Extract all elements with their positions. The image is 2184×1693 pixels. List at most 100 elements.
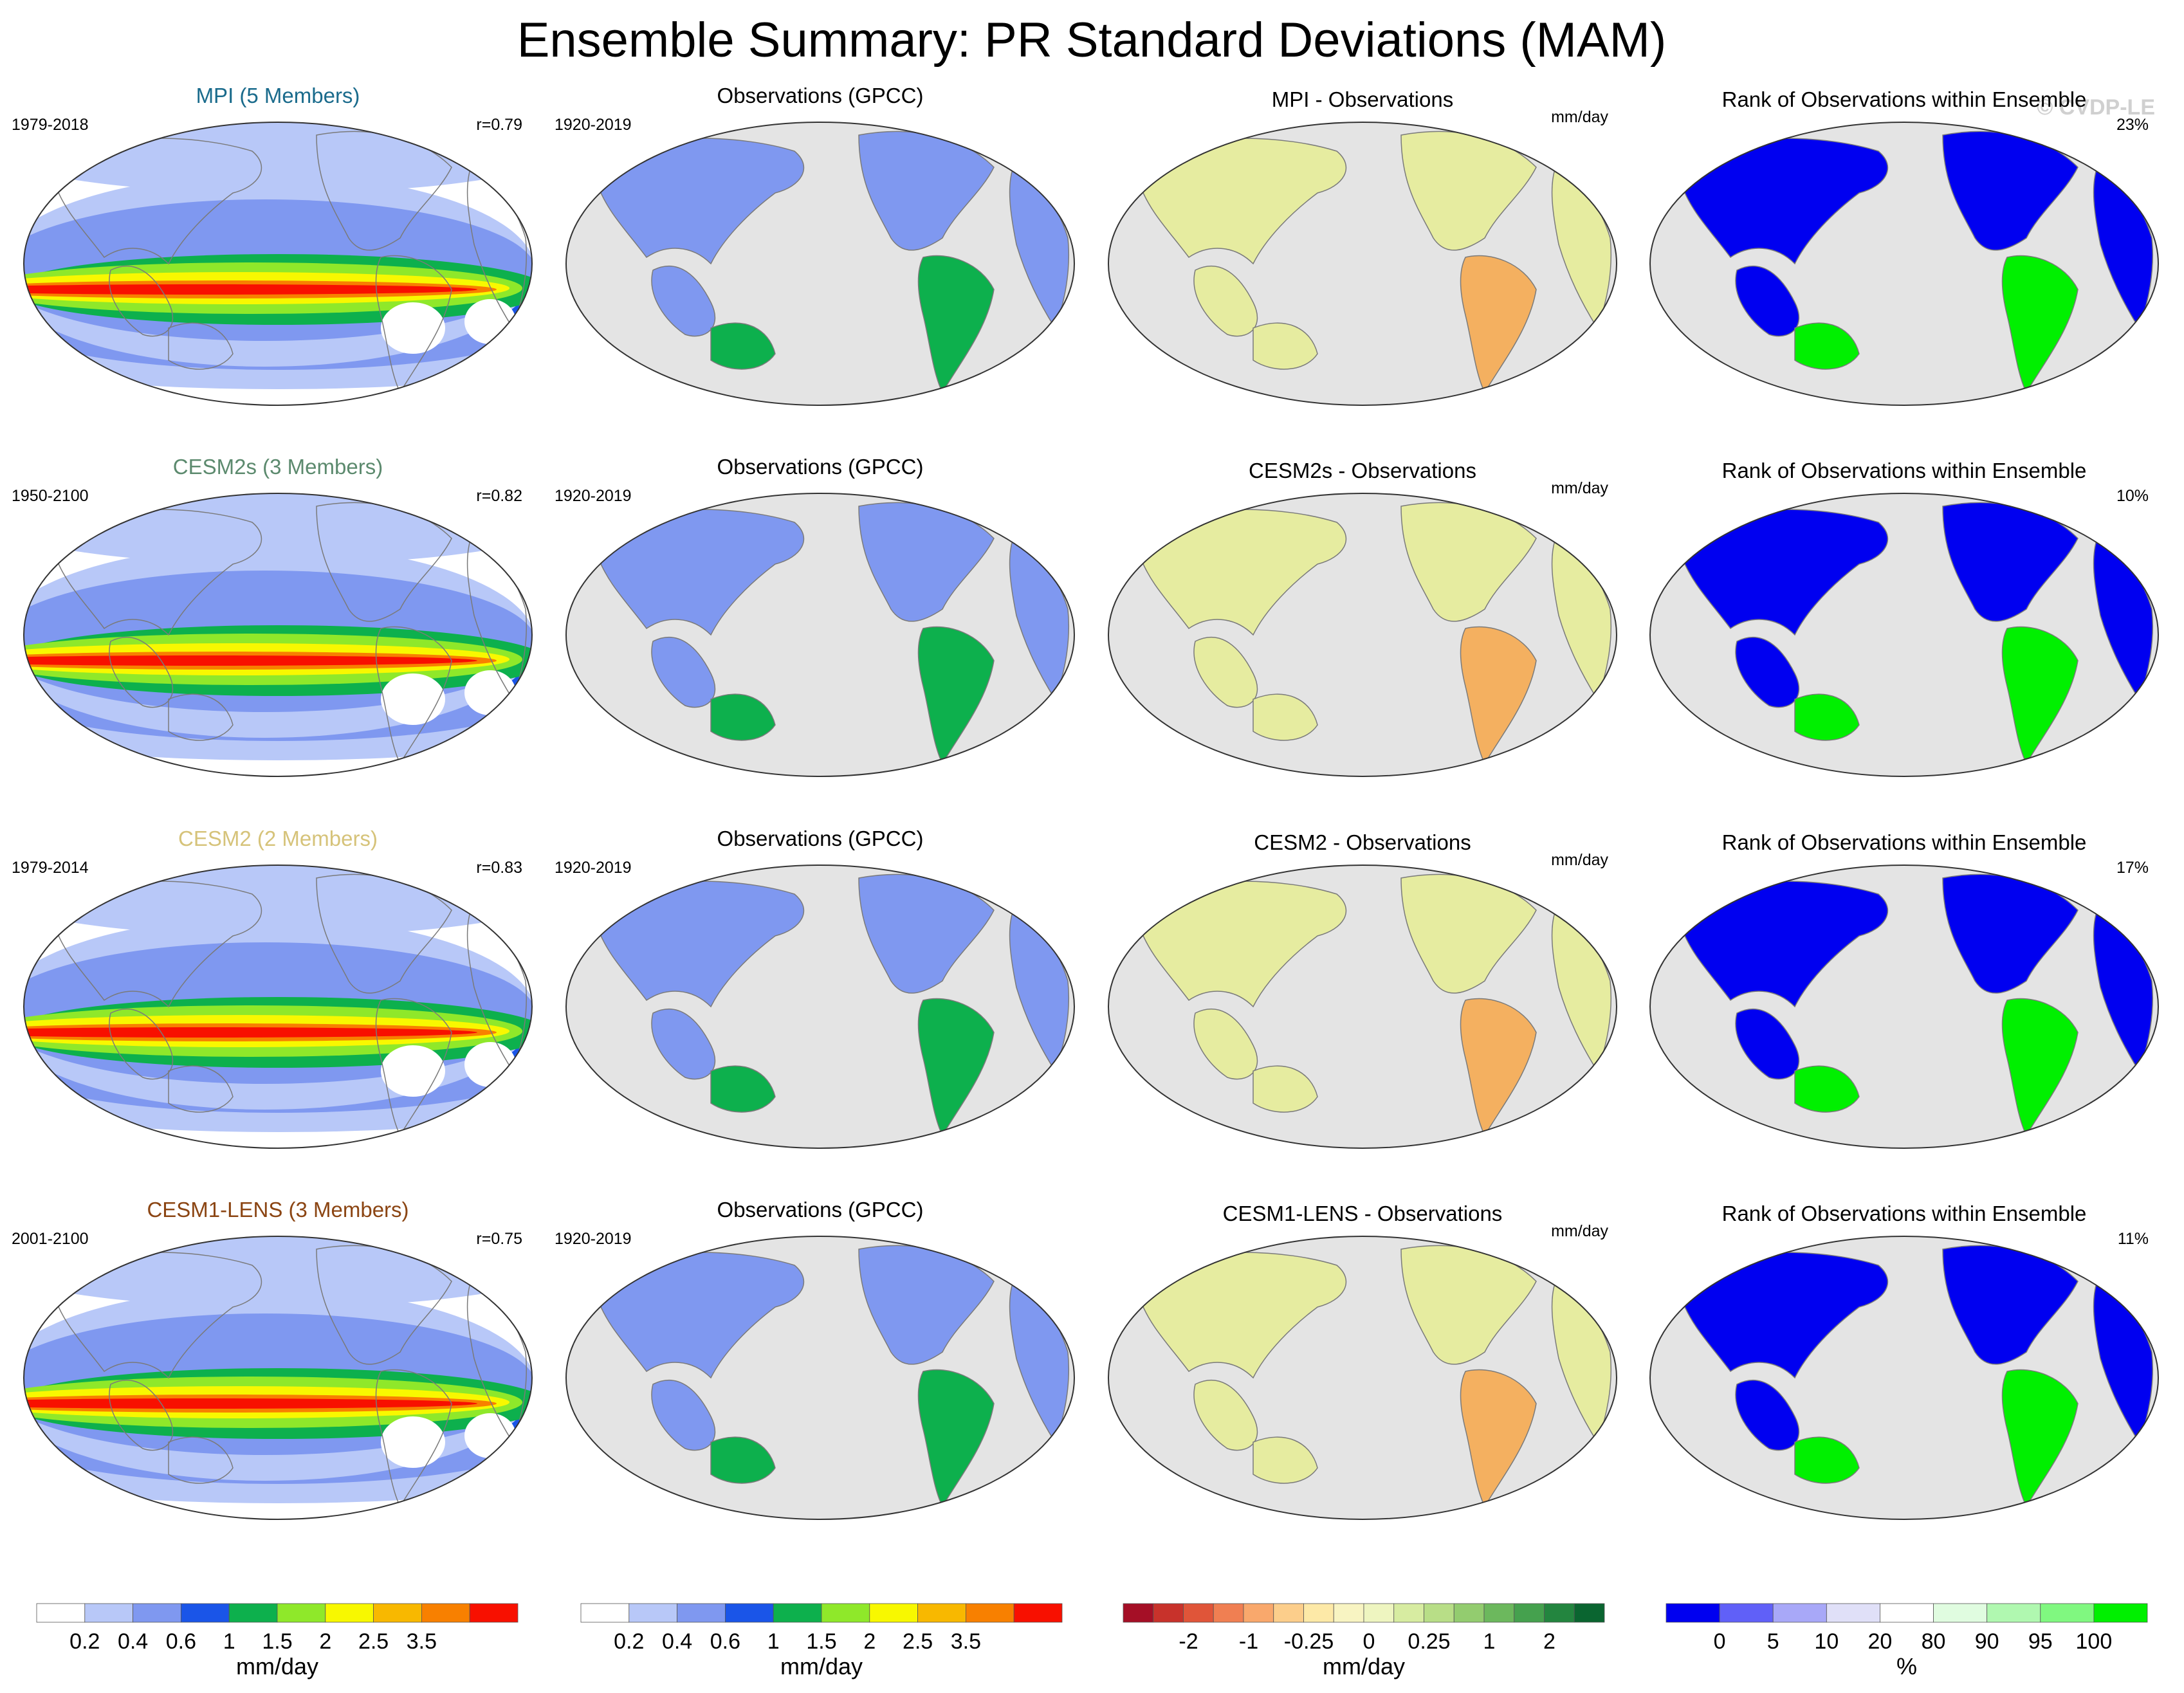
- continent: [2001, 255, 2078, 394]
- colorbar-tick: 0.6: [710, 1629, 740, 1654]
- continent: [2001, 1369, 2078, 1508]
- model-map: CESM2 (2 Members) 1979-2014 r=0.83: [12, 827, 533, 1149]
- globe: [1108, 865, 1617, 1149]
- colorbar-swatch: [1880, 1603, 1934, 1623]
- globe-outline: [23, 1236, 533, 1520]
- obs-title: Observations (GPCC): [717, 1198, 924, 1222]
- continent: [109, 637, 174, 708]
- rank-percent: 23%: [2116, 116, 2149, 134]
- globe-outline: [23, 493, 533, 777]
- model-title: MPI (5 Members): [196, 84, 360, 107]
- colorbar-tick: -0.25: [1284, 1629, 1334, 1654]
- continent: [1193, 1009, 1258, 1080]
- colorbar-tick: 10: [1814, 1629, 1839, 1654]
- colorbar-tick: 1: [223, 1629, 235, 1654]
- continent: [1682, 509, 1889, 636]
- globe-field: [1682, 874, 2154, 1137]
- obs-years: 1920-2019: [555, 116, 632, 134]
- continent: [1193, 637, 1258, 708]
- globe-outline: [1649, 493, 2159, 777]
- diff-title: MPI - Observations: [1272, 87, 1453, 111]
- colorbar-tick: 0.2: [69, 1629, 100, 1654]
- globe-field: [598, 1245, 1070, 1508]
- colorbar-swatch: [1273, 1603, 1304, 1623]
- globe-field: [598, 874, 1070, 1137]
- continent: [1794, 693, 1860, 741]
- obs-title: Observations (GPCC): [717, 455, 924, 479]
- colorbar-unit: mm/day: [236, 1653, 318, 1679]
- diff-map: CESM2s - Observations mm/day: [1108, 459, 1617, 777]
- continent: [1682, 881, 1889, 1008]
- rank-title: Rank of Observations within Ensemble: [1722, 459, 2087, 482]
- colorbar-swatch: [1123, 1603, 1154, 1623]
- colorbar-tick: 0.25: [1408, 1629, 1450, 1654]
- continent: [1735, 1380, 1800, 1451]
- colorbar-tick: 0.6: [166, 1629, 196, 1654]
- globe-outline: [23, 865, 533, 1149]
- colorbar-tick: 90: [1975, 1629, 1999, 1654]
- rank-percent: 10%: [2116, 487, 2149, 505]
- colorbar-swatch: [277, 1603, 326, 1623]
- colorbar-swatch: [1574, 1603, 1605, 1623]
- obs-years: 1920-2019: [555, 487, 632, 505]
- colorbar-swatch: [84, 1603, 134, 1623]
- diff-map: CESM2 - Observations mm/day: [1108, 830, 1617, 1149]
- colorbar-tick: 1.5: [262, 1629, 292, 1654]
- continent: [168, 1065, 234, 1113]
- obs-years: 1920-2019: [555, 1230, 632, 1248]
- continent: [1140, 881, 1347, 1008]
- colorbar-swatch: [1183, 1603, 1214, 1623]
- colorbar-swatch: [1514, 1603, 1545, 1623]
- colorbar-model-sd: 0.2 0.4 0.6 1 1.5 2 2.5 3.5 mm/day: [36, 1603, 518, 1679]
- globe: [1108, 493, 1617, 777]
- colorbar-tick: 0.2: [614, 1629, 644, 1654]
- globe-outline: [1108, 493, 1617, 777]
- continent: [55, 881, 262, 1008]
- colorbar-tick: 0: [1363, 1629, 1375, 1654]
- continent: [598, 138, 805, 265]
- model-years: 1979-2018: [12, 116, 89, 134]
- continent: [1253, 693, 1318, 741]
- continent: [710, 322, 776, 370]
- globe-outline: [23, 122, 533, 406]
- colorbar-swatch: [1363, 1603, 1395, 1623]
- continent: [710, 1436, 776, 1484]
- obs-map: Observations (GPCC) 1920-2019: [555, 455, 1075, 777]
- colorbar-swatch: [1243, 1603, 1274, 1623]
- globe: [1649, 493, 2159, 777]
- continent: [1140, 509, 1347, 636]
- colorbar-swatch: [1666, 1603, 1720, 1623]
- globe-outline: [1649, 122, 2159, 406]
- colorbar-swatch: [325, 1603, 374, 1623]
- continent: [1735, 266, 1800, 337]
- globe-outline: [1108, 1236, 1617, 1520]
- continent: [598, 509, 805, 636]
- continent: [1140, 138, 1347, 265]
- globe: [565, 1236, 1075, 1520]
- continent: [1735, 637, 1800, 708]
- pattern-correlation: r=0.82: [476, 487, 522, 505]
- continent: [651, 637, 716, 708]
- continent: [109, 1009, 174, 1080]
- rank-map: Rank of Observations within Ensemble 17%: [1649, 830, 2159, 1149]
- colorbar-tick: 2: [319, 1629, 331, 1654]
- continent: [1682, 138, 1889, 265]
- colorbar-tick: 3.5: [951, 1629, 981, 1654]
- colorbar-unit: %: [1896, 1653, 1917, 1679]
- colorbar-tick: 1.5: [806, 1629, 836, 1654]
- globe-outline: [565, 493, 1075, 777]
- globe-outline: [565, 1236, 1075, 1520]
- colorbar-tick: 2: [1543, 1629, 1555, 1654]
- continent: [375, 255, 452, 394]
- dry-zone: [381, 302, 445, 354]
- rank-map: Rank of Observations within Ensemble 11%: [1649, 1202, 2159, 1520]
- diff-units: mm/day: [1551, 108, 1608, 126]
- colorbar-obs-sd: 0.2 0.4 0.6 1 1.5 2 2.5 3.5 mm/day: [580, 1603, 1063, 1679]
- model-map: MPI (5 Members) 1979-2018 r=0.79: [12, 84, 533, 406]
- colorbar-tick: 0: [1714, 1629, 1726, 1654]
- globe-field: [1682, 502, 2154, 765]
- model-years: 1979-2014: [12, 859, 89, 877]
- continent: [109, 1380, 174, 1451]
- panel-row: CESM1-LENS (3 Members) 2001-2100 r=0.75 Obs…: [12, 1198, 2159, 1520]
- colorbar-tick: -1: [1239, 1629, 1258, 1654]
